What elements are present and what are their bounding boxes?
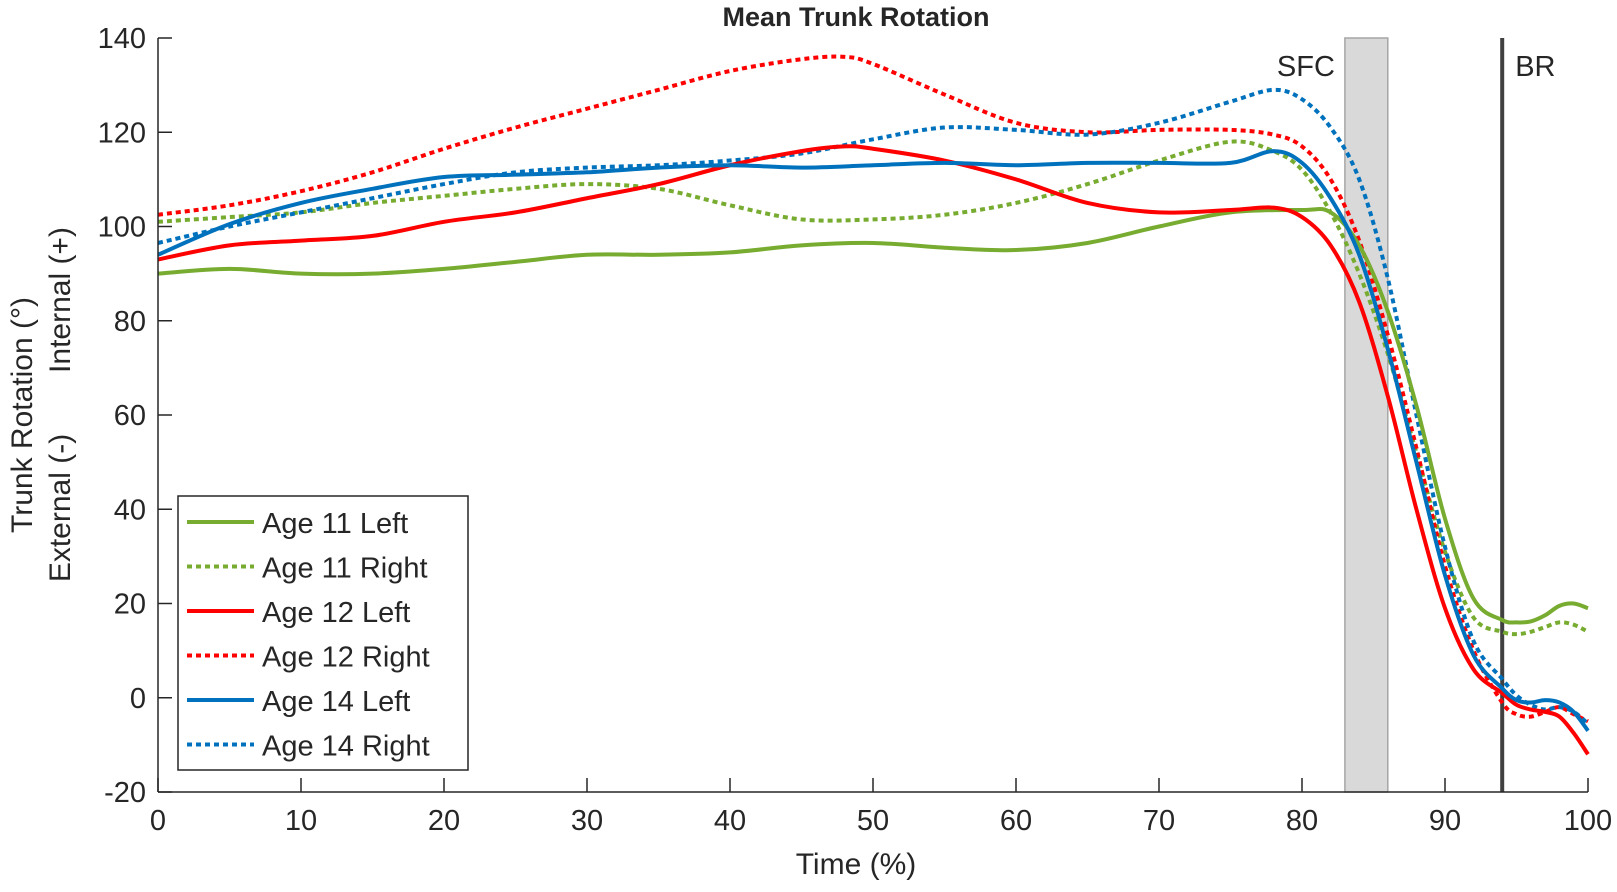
legend-box: [177, 495, 469, 771]
series-line-age-14-right: [157, 87, 1590, 726]
y-tick-label: 120: [98, 117, 146, 149]
legend: Age 11 Left Age 11 Right Age 12 Left Age 12…: [177, 495, 469, 771]
x-tick-label: 40: [714, 805, 746, 837]
x-tick-label: 30: [571, 805, 603, 837]
series-line-age-11-left: [157, 206, 1589, 625]
legend-label-age-12-right: Age 12 Right: [262, 642, 430, 674]
x-tick-label: 90: [1429, 805, 1461, 837]
y-tick-label: 140: [98, 23, 146, 55]
legend-label-age-12-left: Age 12 Left: [262, 597, 410, 629]
y-tick-label: 80: [114, 306, 146, 338]
x-axis-title: Time (%): [796, 848, 917, 881]
series-layer: [157, 54, 1590, 756]
y-tick-label: -20: [104, 777, 146, 809]
x-tick-label: 70: [1143, 805, 1175, 837]
x-tick-label: 100: [1564, 805, 1612, 837]
y-tick-label: 100: [98, 212, 146, 244]
event-label-sfc: SFC: [1277, 51, 1335, 83]
x-tick-label: 20: [428, 805, 460, 837]
series-line-age-12-left: [157, 144, 1590, 756]
legend-label-age-11-right: Age 11 Right: [262, 553, 428, 585]
chart-title: Mean Trunk Rotation: [722, 2, 989, 32]
axes-layer: 0 10 20 30 40 50 60 70 80 90 100-20020406080100120…: [98, 23, 1613, 837]
series-line-age-14-left: [157, 149, 1590, 732]
y-tick-label: 20: [114, 589, 146, 621]
event-band-sfc: [1344, 37, 1389, 793]
y-axis-external-label: External (-): [44, 434, 77, 582]
y-tick-label: 40: [114, 494, 146, 526]
y-axis-title: Trunk Rotation (°): [6, 297, 39, 533]
x-tick-label: 50: [857, 805, 889, 837]
y-tick-label: 60: [114, 400, 146, 432]
event-label-br: BR: [1515, 51, 1555, 83]
legend-label-age-11-left: Age 11 Left: [262, 508, 408, 540]
x-tick-label: 60: [1000, 805, 1032, 837]
x-tick-label: 80: [1286, 805, 1318, 837]
legend-label-age-14-right: Age 14 Right: [262, 731, 430, 763]
legend-label-age-14-left: Age 14 Left: [262, 686, 410, 718]
x-tick-label: 10: [285, 805, 317, 837]
y-axis-internal-label: Internal (+): [44, 227, 77, 373]
x-tick-label: 0: [150, 805, 166, 837]
y-tick-label: 0: [130, 683, 146, 715]
